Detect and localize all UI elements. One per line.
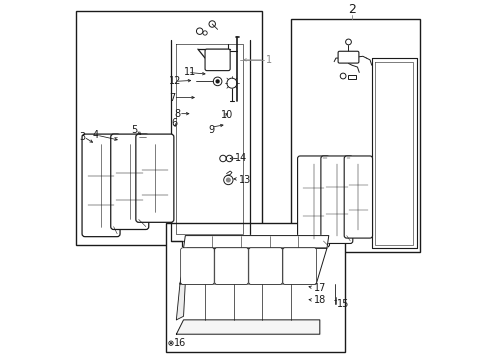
Text: 18: 18 — [313, 295, 325, 305]
Text: 1: 1 — [265, 55, 272, 65]
FancyBboxPatch shape — [248, 248, 282, 284]
Text: 4: 4 — [92, 130, 98, 140]
Text: 5: 5 — [131, 125, 138, 135]
Text: 8: 8 — [174, 109, 181, 119]
Bar — [290, 19, 419, 252]
FancyBboxPatch shape — [344, 156, 372, 238]
Polygon shape — [180, 248, 326, 284]
FancyBboxPatch shape — [110, 134, 148, 229]
Text: 12: 12 — [169, 76, 181, 86]
Polygon shape — [176, 320, 319, 334]
Text: 11: 11 — [183, 67, 195, 77]
FancyBboxPatch shape — [214, 248, 248, 284]
FancyBboxPatch shape — [180, 248, 214, 284]
Bar — [76, 12, 262, 244]
Text: 2: 2 — [347, 3, 355, 16]
Bar — [348, 75, 355, 79]
FancyBboxPatch shape — [297, 156, 329, 247]
Text: 3: 3 — [79, 132, 85, 142]
Text: 16: 16 — [174, 338, 186, 348]
Text: 17: 17 — [313, 283, 325, 293]
FancyBboxPatch shape — [320, 156, 352, 243]
Circle shape — [169, 342, 172, 344]
Polygon shape — [176, 248, 187, 320]
Circle shape — [215, 79, 219, 84]
FancyBboxPatch shape — [282, 248, 316, 284]
Bar — [165, 223, 344, 352]
FancyBboxPatch shape — [337, 51, 358, 63]
Text: 14: 14 — [234, 153, 246, 163]
Text: 9: 9 — [208, 125, 214, 135]
Polygon shape — [183, 235, 328, 248]
Text: 10: 10 — [221, 111, 233, 121]
Text: 6: 6 — [171, 118, 177, 128]
Text: 15: 15 — [336, 299, 348, 309]
FancyBboxPatch shape — [136, 134, 174, 222]
FancyBboxPatch shape — [204, 49, 230, 71]
FancyBboxPatch shape — [82, 134, 120, 237]
Text: 7: 7 — [169, 93, 175, 103]
Text: 13: 13 — [239, 175, 251, 185]
Circle shape — [225, 177, 230, 183]
